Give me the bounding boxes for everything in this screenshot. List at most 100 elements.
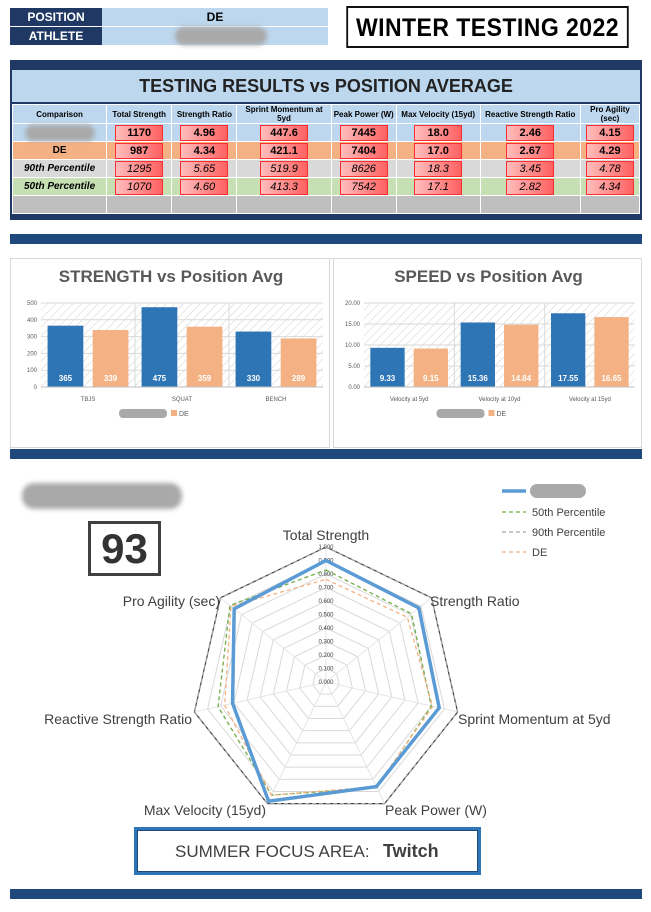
score-box: 93	[88, 521, 161, 576]
result-cell: 5.65	[171, 159, 238, 178]
radar-spoke	[266, 681, 327, 804]
empty-cell	[106, 195, 173, 214]
results-column-headers: Comparison Total Strength Strength Ratio Sp…	[11, 104, 641, 124]
y-tick-label: 20.00	[345, 301, 361, 307]
radar-gridline	[259, 613, 393, 744]
result-value: 4.34	[180, 142, 229, 159]
result-cell: 1295	[106, 159, 173, 178]
row-label	[11, 123, 108, 142]
result-value: 8626	[339, 160, 388, 177]
legend-swatch	[488, 410, 495, 416]
radar-series	[217, 569, 432, 796]
result-cell: 7542	[330, 177, 397, 196]
bar-value-label: 14.84	[511, 374, 532, 383]
column-header: Max Velocity (15yd)	[395, 104, 481, 124]
radar-tick-label: 0.300	[318, 640, 334, 646]
radar-spoke	[194, 681, 327, 713]
bar	[141, 307, 178, 387]
result-cell: 987	[106, 141, 173, 160]
result-cell: 447.6	[236, 123, 332, 142]
result-value: 7445	[339, 124, 388, 141]
radar-series	[223, 578, 434, 796]
radar-axis-label: Strength Ratio	[430, 593, 520, 609]
radar-tick-label: 1.000	[318, 545, 334, 551]
radar-tick-label: 0.100	[318, 667, 334, 673]
radar-tick-label: 0.500	[318, 613, 334, 619]
legend-redacted	[119, 409, 167, 418]
bar	[370, 347, 405, 387]
result-value: 987	[115, 142, 164, 159]
athlete-name-redacted	[22, 483, 182, 509]
result-cell: 4.34	[171, 141, 238, 160]
result-value: 421.1	[260, 142, 309, 159]
result-value: 447.6	[260, 124, 309, 141]
bar-value-label: 17.55	[558, 374, 579, 383]
position-label: POSITION	[10, 8, 102, 26]
x-tick-label: Velocity at 15yd	[569, 397, 611, 403]
result-value: 17.0	[414, 142, 463, 159]
bar-value-label: 330	[247, 374, 261, 383]
radar-gridline	[233, 586, 419, 768]
result-cell: 4.34	[579, 177, 641, 196]
results-table: Comparison Total Strength Strength Ratio Sp…	[11, 104, 641, 214]
bar	[186, 326, 223, 387]
bar	[460, 322, 495, 387]
bar	[92, 330, 129, 387]
x-tick-label: SQUAT	[172, 397, 193, 403]
speed-chart-title: SPEED vs Position Avg	[394, 267, 583, 286]
focus-value: Twitch	[383, 841, 439, 861]
column-header: Reactive Strength Ratio	[479, 104, 581, 124]
result-cell: 1070	[106, 177, 173, 196]
radar-spoke	[325, 681, 458, 713]
radar-chart: 0.000 0.100 0.200 0.300 0.400 0.500 0.600 0.700…	[44, 484, 611, 818]
result-value: 4.34	[585, 178, 634, 195]
legend-label: 90th Percentile	[532, 527, 605, 539]
result-value: 4.96	[180, 124, 229, 141]
x-tick-label: TBJS	[81, 397, 96, 403]
result-value: 1170	[115, 124, 164, 141]
result-value: 18.3	[414, 160, 463, 177]
y-tick-label: 400	[27, 318, 38, 324]
result-cell: 4.60	[171, 177, 238, 196]
bar	[413, 348, 449, 387]
result-cell: 1170	[106, 123, 173, 142]
radar-tick-label: 0.400	[318, 626, 334, 632]
results-row-empty	[11, 195, 641, 214]
empty-cell	[11, 195, 108, 214]
result-cell: 17.1	[395, 177, 481, 196]
speed-bar-chart: 0.00 5.00 10.00 15.00 20.00 9.33 9.15 Velocity …	[345, 301, 635, 418]
results-row: 1170 4.96 447.6 7445 18.0 2.46 4.15	[11, 123, 641, 142]
legend-redacted	[530, 484, 586, 498]
result-cell: 4.29	[579, 141, 641, 160]
radar-axis-label: Total Strength	[283, 527, 369, 543]
result-cell: 2.67	[479, 141, 581, 160]
bar-value-label: 15.36	[468, 374, 489, 383]
athlete-name-redacted	[175, 27, 267, 45]
strength-bar-chart: 0 100 200 300 400 500 365 339 TBJS 475 359 SQUAT 330…	[27, 301, 323, 418]
results-title: TESTING RESULTS vs POSITION AVERAGE	[12, 70, 640, 102]
result-cell: 4.15	[579, 123, 641, 142]
y-tick-label: 15.00	[345, 322, 361, 328]
result-value: 4.78	[585, 160, 634, 177]
y-tick-label: 500	[27, 301, 38, 307]
empty-cell	[236, 195, 332, 214]
result-cell: 2.46	[479, 123, 581, 142]
focus-label: SUMMER FOCUS AREA:	[175, 842, 370, 861]
y-tick-label: 200	[27, 351, 38, 357]
result-value: 4.15	[585, 124, 634, 141]
result-value: 4.60	[180, 178, 229, 195]
divider-bar	[10, 234, 642, 244]
result-cell: 18.0	[395, 123, 481, 142]
result-cell: 421.1	[236, 141, 332, 160]
column-header: Sprint Momentum at 5yd	[236, 104, 332, 124]
radar-axis-label: Sprint Momentum at 5yd	[458, 711, 611, 727]
result-value: 2.46	[506, 124, 555, 141]
result-value: 18.0	[414, 124, 463, 141]
divider-bar	[10, 889, 642, 899]
result-value: 7542	[339, 178, 388, 195]
radar-axis-label: Max Velocity (15yd)	[144, 802, 266, 818]
plot-area	[41, 303, 323, 387]
bar	[550, 313, 586, 387]
result-cell: 17.0	[395, 141, 481, 160]
y-tick-label: 10.00	[345, 343, 361, 349]
